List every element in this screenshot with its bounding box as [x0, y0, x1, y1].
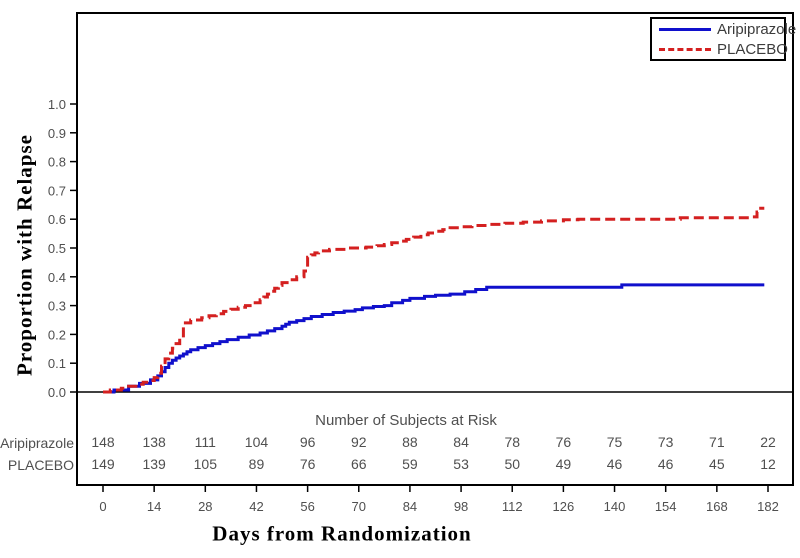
aripiprazole-line-sample-icon [659, 27, 711, 31]
x-tick-label: 168 [706, 499, 728, 514]
plot-frame [76, 12, 794, 486]
y-tick-label: 0.2 [48, 327, 66, 342]
y-tick-label: 0.3 [48, 299, 66, 314]
placebo-curve [103, 206, 765, 394]
y-tick-label: 0.7 [48, 183, 66, 198]
x-tick-label: 28 [198, 499, 212, 514]
y-tick-label: 0.0 [48, 385, 66, 400]
x-tick-label: 98 [454, 499, 468, 514]
legend-label-aripiprazole: Aripiprazole [717, 20, 797, 38]
y-tick-label: 0.4 [48, 270, 66, 285]
risk-count: 84 [453, 434, 469, 450]
risk-row-label-placebo: PLACEBO [7, 457, 74, 473]
risk-count: 76 [556, 434, 572, 450]
risk-count: 78 [504, 434, 520, 450]
risk-row-label-aripiprazole: Aripiprazole [0, 435, 74, 451]
x-tick-label: 182 [757, 499, 779, 514]
risk-count: 73 [658, 434, 674, 450]
placebo-line-sample-icon [659, 47, 711, 51]
x-tick-label: 84 [403, 499, 417, 514]
risk-count: 138 [142, 434, 166, 450]
x-tick-label: 42 [249, 499, 263, 514]
x-tick-label: 126 [553, 499, 575, 514]
risk-count: 104 [245, 434, 269, 450]
y-tick-label: 0.5 [48, 241, 66, 256]
risk-count: 12 [760, 456, 776, 472]
y-tick-label: 0.8 [48, 155, 66, 170]
x-tick-label: 154 [655, 499, 677, 514]
risk-count: 149 [91, 456, 115, 472]
x-tick-label: 112 [502, 499, 523, 514]
x-tick-label: 140 [604, 499, 626, 514]
risk-count: 66 [351, 456, 367, 472]
risk-count: 88 [402, 434, 418, 450]
y-tick-label: 1.0 [48, 97, 66, 112]
x-axis-title: Days from Randomization [212, 521, 472, 546]
risk-count: 49 [556, 456, 572, 472]
risk-count: 75 [607, 434, 623, 450]
risk-count: 71 [709, 434, 725, 450]
legend-label-placebo: PLACEBO [717, 40, 788, 58]
x-tick-label: 56 [300, 499, 314, 514]
risk-count: 50 [504, 456, 520, 472]
x-tick-label: 70 [352, 499, 366, 514]
risk-count: 139 [142, 456, 166, 472]
y-axis-title: Proportion with Relapse [12, 134, 37, 376]
risk-count: 111 [195, 434, 216, 450]
risk-count: 46 [607, 456, 623, 472]
y-tick-label: 0.6 [48, 212, 66, 227]
risk-count: 22 [760, 434, 776, 450]
x-tick-label: 0 [99, 499, 106, 514]
risk-table-title: Number of Subjects at Risk [315, 412, 497, 429]
aripiprazole-curve [103, 283, 765, 394]
risk-count: 148 [91, 434, 115, 450]
risk-count: 89 [249, 456, 265, 472]
y-tick-label: 0.1 [48, 356, 66, 371]
risk-count: 92 [351, 434, 367, 450]
risk-count: 59 [402, 456, 418, 472]
risk-count: 45 [709, 456, 725, 472]
legend-item-placebo: PLACEBO [659, 41, 788, 57]
x-tick-label: 14 [147, 499, 161, 514]
legend-item-aripiprazole: Aripiprazole [659, 21, 796, 37]
risk-count: 96 [300, 434, 316, 450]
risk-count: 46 [658, 456, 674, 472]
risk-count: 53 [453, 456, 469, 472]
y-tick-label: 0.9 [48, 126, 66, 141]
risk-count: 76 [300, 456, 316, 472]
risk-count: 105 [194, 456, 218, 472]
legend: Aripiprazole PLACEBO [650, 17, 796, 61]
